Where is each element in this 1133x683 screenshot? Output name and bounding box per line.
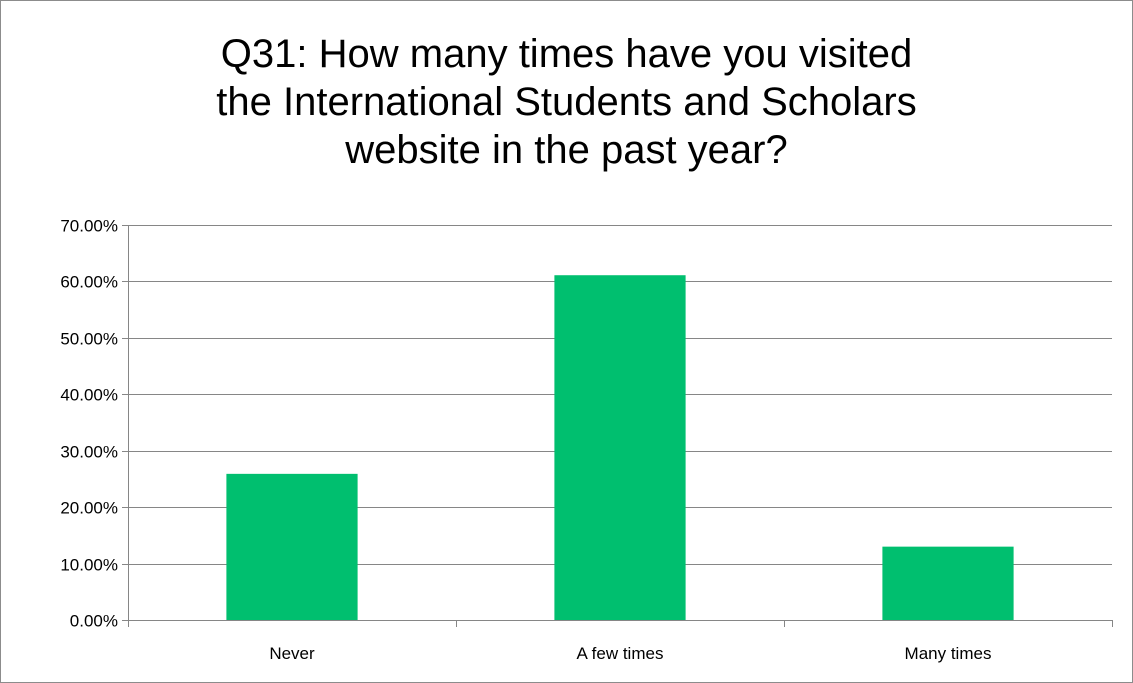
y-tick-label: 40.00% bbox=[60, 386, 118, 405]
bar-many-times bbox=[882, 546, 1014, 620]
bar-never bbox=[226, 473, 358, 620]
bar-a-few-times bbox=[554, 275, 686, 620]
x-tick-label: A few times bbox=[577, 644, 664, 663]
x-tick-label: Never bbox=[269, 644, 315, 663]
chart-title: Q31: How many times have you visited the… bbox=[0, 30, 1133, 174]
y-tick-label: 30.00% bbox=[60, 443, 118, 462]
y-tick-label: 0.00% bbox=[70, 612, 118, 631]
chart-title-line-3: website in the past year? bbox=[345, 128, 788, 172]
y-tick-label: 20.00% bbox=[60, 499, 118, 518]
chart-title-line-2: the International Students and Scholars bbox=[216, 80, 917, 124]
chart-title-line-1: Q31: How many times have you visited bbox=[220, 32, 913, 76]
y-tick-label: 10.00% bbox=[60, 556, 118, 575]
y-tick-label: 60.00% bbox=[60, 273, 118, 292]
y-tick-label: 70.00% bbox=[60, 217, 118, 236]
y-tick-label: 50.00% bbox=[60, 330, 118, 349]
x-tick-label: Many times bbox=[905, 644, 992, 663]
